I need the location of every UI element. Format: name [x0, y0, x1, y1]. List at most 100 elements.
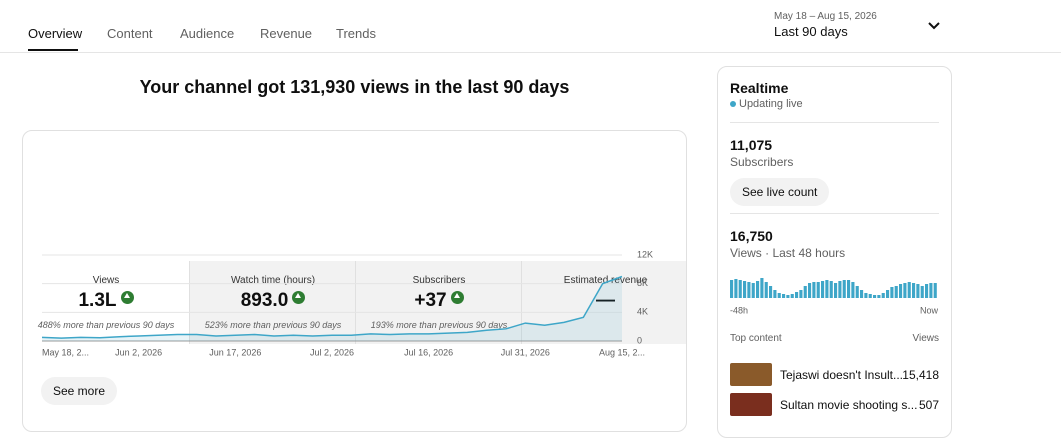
tab[interactable]: Overview: [28, 26, 83, 41]
bar: [847, 280, 851, 298]
metric-value: +37: [414, 290, 447, 311]
bar-start-label: -48h: [730, 305, 748, 315]
metrics-card: Views 1.3L 488% more than previous 90 days…: [22, 130, 687, 432]
bar: [851, 282, 855, 298]
x-tick-label: Jul 31, 2026: [501, 347, 550, 357]
bar: [907, 282, 911, 298]
metric-label: Watch time (hours): [230, 275, 316, 286]
bar: [734, 279, 738, 298]
bar: [738, 280, 742, 298]
bar: [816, 282, 820, 298]
y-tick-label: 12K: [637, 249, 653, 259]
bar: [899, 284, 903, 298]
content-views: 15,418: [902, 368, 939, 382]
bar: [842, 280, 846, 298]
bar: [881, 293, 885, 298]
subscriber-label: Subscribers: [730, 155, 794, 169]
tab-indicator: [28, 49, 78, 51]
metric-label: Estimated revenue: [563, 275, 648, 286]
bar: [825, 280, 829, 298]
bar: [838, 281, 842, 298]
divider: [730, 122, 939, 123]
bar: [808, 283, 812, 298]
date-range[interactable]: May 18 – Aug 15, 2026: [774, 11, 877, 22]
see-more-button[interactable]: See more: [41, 377, 118, 405]
bar: [747, 282, 751, 298]
bar: [834, 283, 838, 298]
bar: [790, 294, 794, 298]
bar: [925, 284, 929, 298]
headline: Your channel got 131,930 views in the la…: [139, 77, 570, 97]
bar: [782, 294, 786, 298]
bar: [877, 295, 881, 298]
bar: [912, 283, 916, 298]
bar: [829, 281, 833, 298]
bar: [795, 292, 799, 298]
y-tick-label: 8K: [637, 278, 648, 288]
realtime-status: Updating live: [739, 98, 803, 110]
bar: [890, 287, 894, 298]
metric-tab[interactable]: Watch time (hours) 893.0 523% more than pr…: [189, 261, 356, 344]
metric-label: Views: [92, 275, 120, 286]
tab[interactable]: Content: [107, 26, 153, 41]
chevron[interactable]: [927, 20, 941, 32]
bar: [764, 282, 768, 298]
tab[interactable]: Revenue: [260, 26, 313, 41]
bar: [933, 283, 937, 298]
bar-end-label: Now: [920, 305, 939, 315]
y-tick-label: 4K: [637, 307, 648, 317]
top-content-title: Top content: [730, 333, 782, 344]
bar: [786, 295, 790, 298]
bar: [756, 281, 760, 298]
x-tick-label: May 18, 2...: [42, 347, 89, 357]
thumbnail[interactable]: [730, 363, 772, 386]
x-tick-label: Jun 17, 2026: [209, 347, 261, 357]
live-dot: [730, 101, 736, 107]
thumbnail[interactable]: [730, 393, 772, 416]
metric-note: 488% more than previous 90 days: [37, 320, 175, 330]
date-label[interactable]: Last 90 days: [774, 24, 848, 39]
realtime-card: Realtime Updating live 11,075 Subscriber…: [717, 66, 952, 438]
area: [42, 276, 622, 341]
page: Overview Content Audience Revenue Trends…: [0, 11, 1061, 438]
bar: [894, 286, 898, 298]
bar: [812, 282, 816, 298]
bar: [821, 281, 825, 298]
bar: [743, 281, 747, 298]
content-views: 507: [918, 398, 939, 412]
line: [41, 275, 623, 339]
content-title[interactable]: Sultan movie shooting s...: [780, 398, 918, 412]
realtime-title: Realtime: [730, 80, 789, 96]
x-tick-label: Aug 15, 2...: [599, 347, 645, 357]
views-label: Views · Last 48 hours: [730, 246, 846, 260]
tab[interactable]: Trends: [336, 26, 376, 41]
bar: [873, 295, 877, 298]
bar: [916, 284, 920, 298]
realtime-bars: -48h Now: [730, 278, 939, 315]
bar: [860, 290, 864, 298]
live-count-button[interactable]: See live count: [730, 178, 830, 206]
metric-value: 1.3L: [78, 290, 117, 311]
metric-tab[interactable]: Views 1.3L 488% more than previous 90 days: [23, 261, 189, 344]
tab[interactable]: Audience: [180, 26, 235, 41]
bar: [769, 286, 773, 298]
x-tick-label: Jul 2, 2026: [310, 347, 354, 357]
metric-value: —: [596, 290, 615, 311]
divider: [730, 213, 939, 214]
bar: [929, 283, 933, 298]
divider: [0, 52, 1061, 53]
y-tick-label: 0: [637, 335, 642, 345]
content-title[interactable]: Tejaswi doesn't Insult...: [780, 368, 904, 382]
up-icon: [450, 291, 464, 304]
bar: [751, 283, 755, 298]
metric-tab[interactable]: Estimated revenue —: [521, 261, 686, 344]
bar: [868, 294, 872, 298]
metric-value: 893.0: [240, 290, 289, 311]
x-tick-label: Jun 2, 2026: [115, 347, 162, 357]
bar: [903, 283, 907, 298]
x-tick-label: Jul 16, 2026: [404, 347, 453, 357]
views-count: 16,750: [730, 228, 773, 244]
bar: [799, 290, 803, 298]
subscriber-count: 11,075: [730, 137, 773, 153]
up-icon: [120, 291, 134, 304]
